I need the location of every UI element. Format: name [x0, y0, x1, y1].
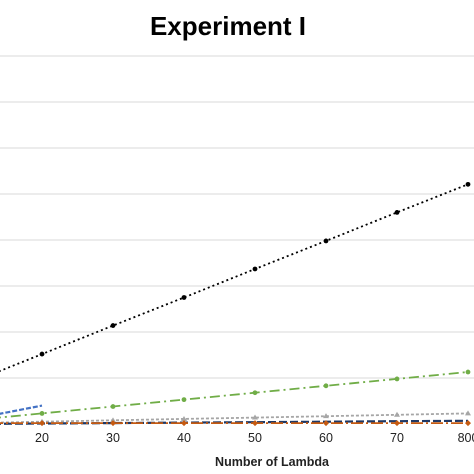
data-point	[465, 420, 471, 427]
x-tick-label: 70	[390, 431, 404, 445]
data-point	[110, 323, 116, 328]
data-point	[110, 404, 116, 409]
data-point	[252, 266, 258, 272]
x-axis-label: Number of Lambda	[215, 455, 330, 469]
x-axis-ticks: 20 30 40 50 60 70 800	[35, 431, 474, 445]
x-tick-label: 60	[319, 431, 333, 445]
gridlines	[0, 55, 474, 379]
data-point	[394, 210, 400, 215]
data-point	[252, 390, 258, 396]
data-point	[465, 410, 471, 416]
data-point	[39, 351, 45, 357]
x-tick-label: 40	[177, 431, 191, 445]
series-2	[0, 369, 471, 419]
data-point	[394, 376, 400, 382]
data-point	[110, 417, 116, 423]
plot-area	[0, 181, 471, 427]
x-tick-label: 800	[458, 431, 474, 445]
data-point	[39, 411, 45, 416]
data-point	[394, 420, 400, 427]
x-tick-label: 50	[248, 431, 262, 445]
data-point	[465, 369, 471, 375]
x-tick-label: 20	[35, 431, 49, 445]
data-point	[323, 413, 329, 419]
series-line	[0, 371, 469, 419]
data-point	[323, 420, 329, 427]
data-point	[465, 181, 471, 187]
series-line	[0, 404, 43, 415]
data-point	[252, 420, 258, 427]
data-point	[181, 420, 187, 427]
data-point	[323, 238, 329, 244]
series-1	[0, 181, 471, 372]
data-point	[181, 397, 187, 403]
data-point	[252, 414, 258, 420]
series-5	[0, 420, 471, 427]
series-6	[0, 404, 43, 415]
series-line	[0, 412, 469, 424]
data-point	[39, 420, 45, 427]
data-point	[394, 411, 400, 417]
chart-title: Experiment I	[150, 11, 306, 41]
data-point	[110, 420, 116, 427]
data-point	[181, 295, 187, 300]
data-point	[181, 415, 187, 421]
data-point	[323, 383, 329, 389]
series-line	[0, 183, 469, 372]
x-tick-label: 30	[106, 431, 120, 445]
